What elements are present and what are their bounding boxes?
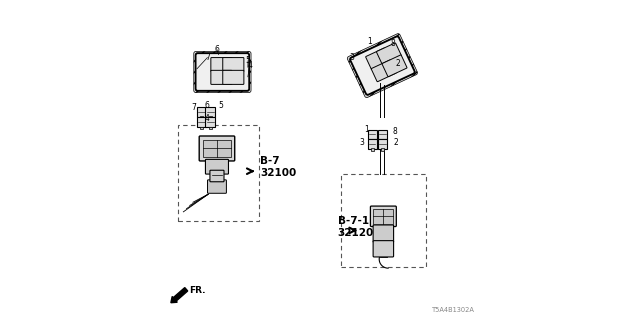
Text: 3: 3 — [359, 138, 364, 147]
Bar — [203, 140, 231, 157]
Bar — [381, 139, 384, 141]
Text: 5: 5 — [218, 101, 223, 110]
FancyBboxPatch shape — [373, 241, 394, 257]
Text: 1: 1 — [367, 37, 372, 46]
Text: 7: 7 — [205, 53, 210, 62]
Text: 7: 7 — [191, 103, 196, 112]
Text: 8: 8 — [390, 39, 396, 48]
Text: B-7-1: B-7-1 — [338, 216, 369, 226]
FancyBboxPatch shape — [199, 136, 235, 161]
FancyBboxPatch shape — [205, 107, 215, 117]
Text: FR.: FR. — [189, 286, 206, 295]
Text: 6: 6 — [214, 45, 220, 54]
FancyBboxPatch shape — [367, 130, 376, 139]
FancyBboxPatch shape — [211, 70, 232, 84]
FancyBboxPatch shape — [376, 43, 401, 65]
FancyBboxPatch shape — [210, 170, 224, 182]
FancyBboxPatch shape — [194, 51, 251, 92]
FancyBboxPatch shape — [378, 139, 387, 149]
Text: 2: 2 — [393, 138, 398, 147]
FancyBboxPatch shape — [196, 53, 249, 91]
Text: 6: 6 — [205, 101, 210, 110]
FancyBboxPatch shape — [348, 34, 417, 98]
Text: 4: 4 — [247, 61, 252, 70]
FancyBboxPatch shape — [205, 117, 215, 127]
FancyBboxPatch shape — [350, 36, 415, 95]
FancyBboxPatch shape — [223, 70, 244, 84]
FancyBboxPatch shape — [371, 206, 396, 227]
FancyBboxPatch shape — [367, 139, 376, 149]
Bar — [371, 148, 374, 151]
FancyBboxPatch shape — [207, 180, 227, 193]
Text: 3: 3 — [349, 53, 354, 62]
FancyBboxPatch shape — [211, 58, 232, 72]
Bar — [200, 127, 204, 129]
FancyBboxPatch shape — [197, 117, 206, 127]
FancyBboxPatch shape — [382, 55, 407, 77]
FancyBboxPatch shape — [373, 225, 394, 242]
Text: 32100: 32100 — [260, 168, 296, 178]
FancyBboxPatch shape — [205, 159, 228, 174]
Bar — [200, 116, 204, 119]
Text: B-7: B-7 — [260, 156, 280, 166]
Text: 8: 8 — [392, 127, 397, 136]
FancyBboxPatch shape — [196, 53, 249, 91]
Text: 32120: 32120 — [338, 228, 374, 238]
Bar — [373, 209, 394, 224]
FancyBboxPatch shape — [371, 60, 396, 82]
FancyArrow shape — [171, 288, 188, 303]
FancyBboxPatch shape — [365, 48, 390, 70]
Text: 1: 1 — [364, 125, 369, 134]
Bar — [340, 174, 426, 267]
Text: T5A4B1302A: T5A4B1302A — [433, 307, 475, 313]
Text: 5: 5 — [246, 56, 250, 65]
Bar — [178, 125, 259, 221]
Bar — [209, 116, 212, 119]
FancyBboxPatch shape — [197, 107, 206, 117]
FancyBboxPatch shape — [223, 58, 244, 72]
FancyBboxPatch shape — [350, 36, 415, 95]
Bar — [371, 139, 374, 141]
FancyBboxPatch shape — [378, 130, 387, 139]
Text: 4: 4 — [205, 114, 210, 123]
Bar — [209, 127, 212, 129]
Text: 2: 2 — [395, 60, 400, 68]
Bar — [381, 148, 384, 151]
